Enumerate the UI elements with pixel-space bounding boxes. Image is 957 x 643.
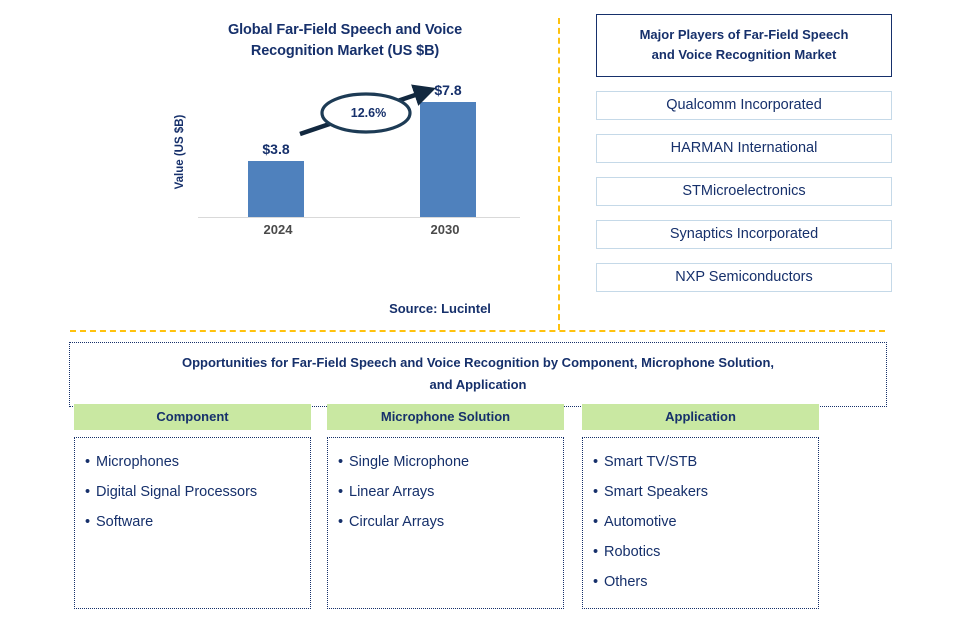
column-header-component: Component: [74, 404, 311, 430]
x-tick-label-2024: 2024: [263, 222, 293, 237]
column-microphone-solution: Microphone Solution • Single Microphone •…: [327, 404, 564, 609]
list-item: • Smart Speakers: [593, 477, 810, 507]
column-body-application: • Smart TV/STB • Smart Speakers • Automotiv…: [582, 437, 819, 609]
cagr-arrow-ellipse-graphic: [299, 84, 436, 137]
chart-title-line-2: Recognition Market (US $B): [250, 43, 440, 59]
major-players-header: Major Players of Far-Field Speech and Vo…: [596, 14, 892, 77]
major-players-panel: Major Players of Far-Field Speech and Vo…: [596, 14, 892, 292]
list-item-label: Microphones: [96, 454, 180, 470]
opportunities-banner: Opportunities for Far-Field Speech and V…: [69, 342, 887, 407]
bullet-icon: •: [593, 484, 599, 500]
list-item: • Others: [593, 567, 810, 597]
bar-group-2030: $7.8: [420, 82, 476, 218]
bullet-icon: •: [593, 514, 599, 530]
list-item-label: Automotive: [604, 514, 677, 530]
bar-2030[interactable]: [420, 102, 476, 218]
list-item-label: Robotics: [604, 544, 661, 560]
bullet-icon: •: [593, 574, 599, 590]
market-chart-panel: Global Far-Field Speech and Voice Recogn…: [0, 0, 558, 330]
list-item-label: Single Microphone: [349, 454, 470, 470]
chart-y-axis-label: Value (US $B): [174, 114, 186, 190]
list-item: • Single Microphone: [338, 447, 555, 477]
major-players-header-line-1: Major Players of Far-Field Speech: [639, 27, 849, 42]
list-item-label: Others: [604, 574, 648, 590]
list-item-label: Circular Arrays: [349, 514, 445, 530]
bullet-icon: •: [85, 484, 91, 500]
bar-2024[interactable]: [248, 161, 304, 218]
list-item-label: Software: [96, 514, 154, 530]
list-item: • Smart TV/STB: [593, 447, 810, 477]
cagr-annotation: 12.6%: [292, 84, 442, 142]
column-component: Component • Microphones • Digital Signal P…: [74, 404, 311, 609]
column-application: Application • Smart TV/STB • Smart Speaker…: [582, 404, 819, 609]
player-item-synaptics[interactable]: Synaptics Incorporated: [596, 220, 892, 249]
player-item-qualcomm[interactable]: Qualcomm Incorporated: [596, 91, 892, 120]
list-item: • Circular Arrays: [338, 507, 555, 537]
opportunity-columns: Component • Microphones • Digital Signal P…: [69, 404, 887, 619]
player-item-stmicroelectronics[interactable]: STMicroelectronics: [596, 177, 892, 206]
column-body-microphone-solution: • Single Microphone • Linear Arrays • Circu…: [327, 437, 564, 609]
list-item: • Automotive: [593, 507, 810, 537]
chart-title: Global Far-Field Speech and Voice Recogn…: [150, 20, 540, 62]
chart-plot-area: $3.8 $7.8: [198, 82, 520, 218]
vertical-divider: [558, 18, 560, 330]
bullet-icon: •: [593, 544, 599, 560]
column-header-microphone-solution: Microphone Solution: [327, 404, 564, 430]
chart-title-line-1: Global Far-Field Speech and Voice: [227, 22, 463, 38]
list-item: • Digital Signal Processors: [85, 477, 302, 507]
bullet-icon: •: [593, 454, 599, 470]
column-header-application: Application: [582, 404, 819, 430]
player-item-nxp[interactable]: NXP Semiconductors: [596, 263, 892, 292]
bullet-icon: •: [338, 454, 344, 470]
bullet-icon: •: [85, 454, 91, 470]
column-body-component: • Microphones • Digital Signal Processors …: [74, 437, 311, 609]
horizontal-divider: [70, 330, 885, 332]
opportunities-banner-line-1: Opportunities for Far-Field Speech and V…: [182, 355, 774, 370]
bullet-icon: •: [338, 484, 344, 500]
source-label: Source: Lucintel: [389, 301, 491, 316]
list-item-label: Smart Speakers: [604, 484, 708, 500]
x-tick-label-2030: 2030: [430, 222, 460, 237]
list-item-label: Digital Signal Processors: [96, 484, 258, 500]
bar-value-2030: $7.8: [434, 82, 462, 98]
opportunities-banner-line-2: and Application: [429, 377, 527, 392]
player-item-harman[interactable]: HARMAN International: [596, 134, 892, 163]
chart-x-axis-line: [198, 217, 520, 218]
list-item: • Software: [85, 507, 302, 537]
list-item-label: Linear Arrays: [349, 484, 435, 500]
bullet-icon: •: [85, 514, 91, 530]
major-players-header-line-2: and Voice Recognition Market: [651, 47, 837, 62]
list-item: • Microphones: [85, 447, 302, 477]
list-item: • Linear Arrays: [338, 477, 555, 507]
list-item-label: Smart TV/STB: [604, 454, 698, 470]
bar-value-2024: $3.8: [262, 141, 290, 157]
cagr-ellipse-icon: [320, 92, 412, 134]
bar-group-2024: $3.8: [248, 141, 304, 218]
bullet-icon: •: [338, 514, 344, 530]
list-item: • Robotics: [593, 537, 810, 567]
